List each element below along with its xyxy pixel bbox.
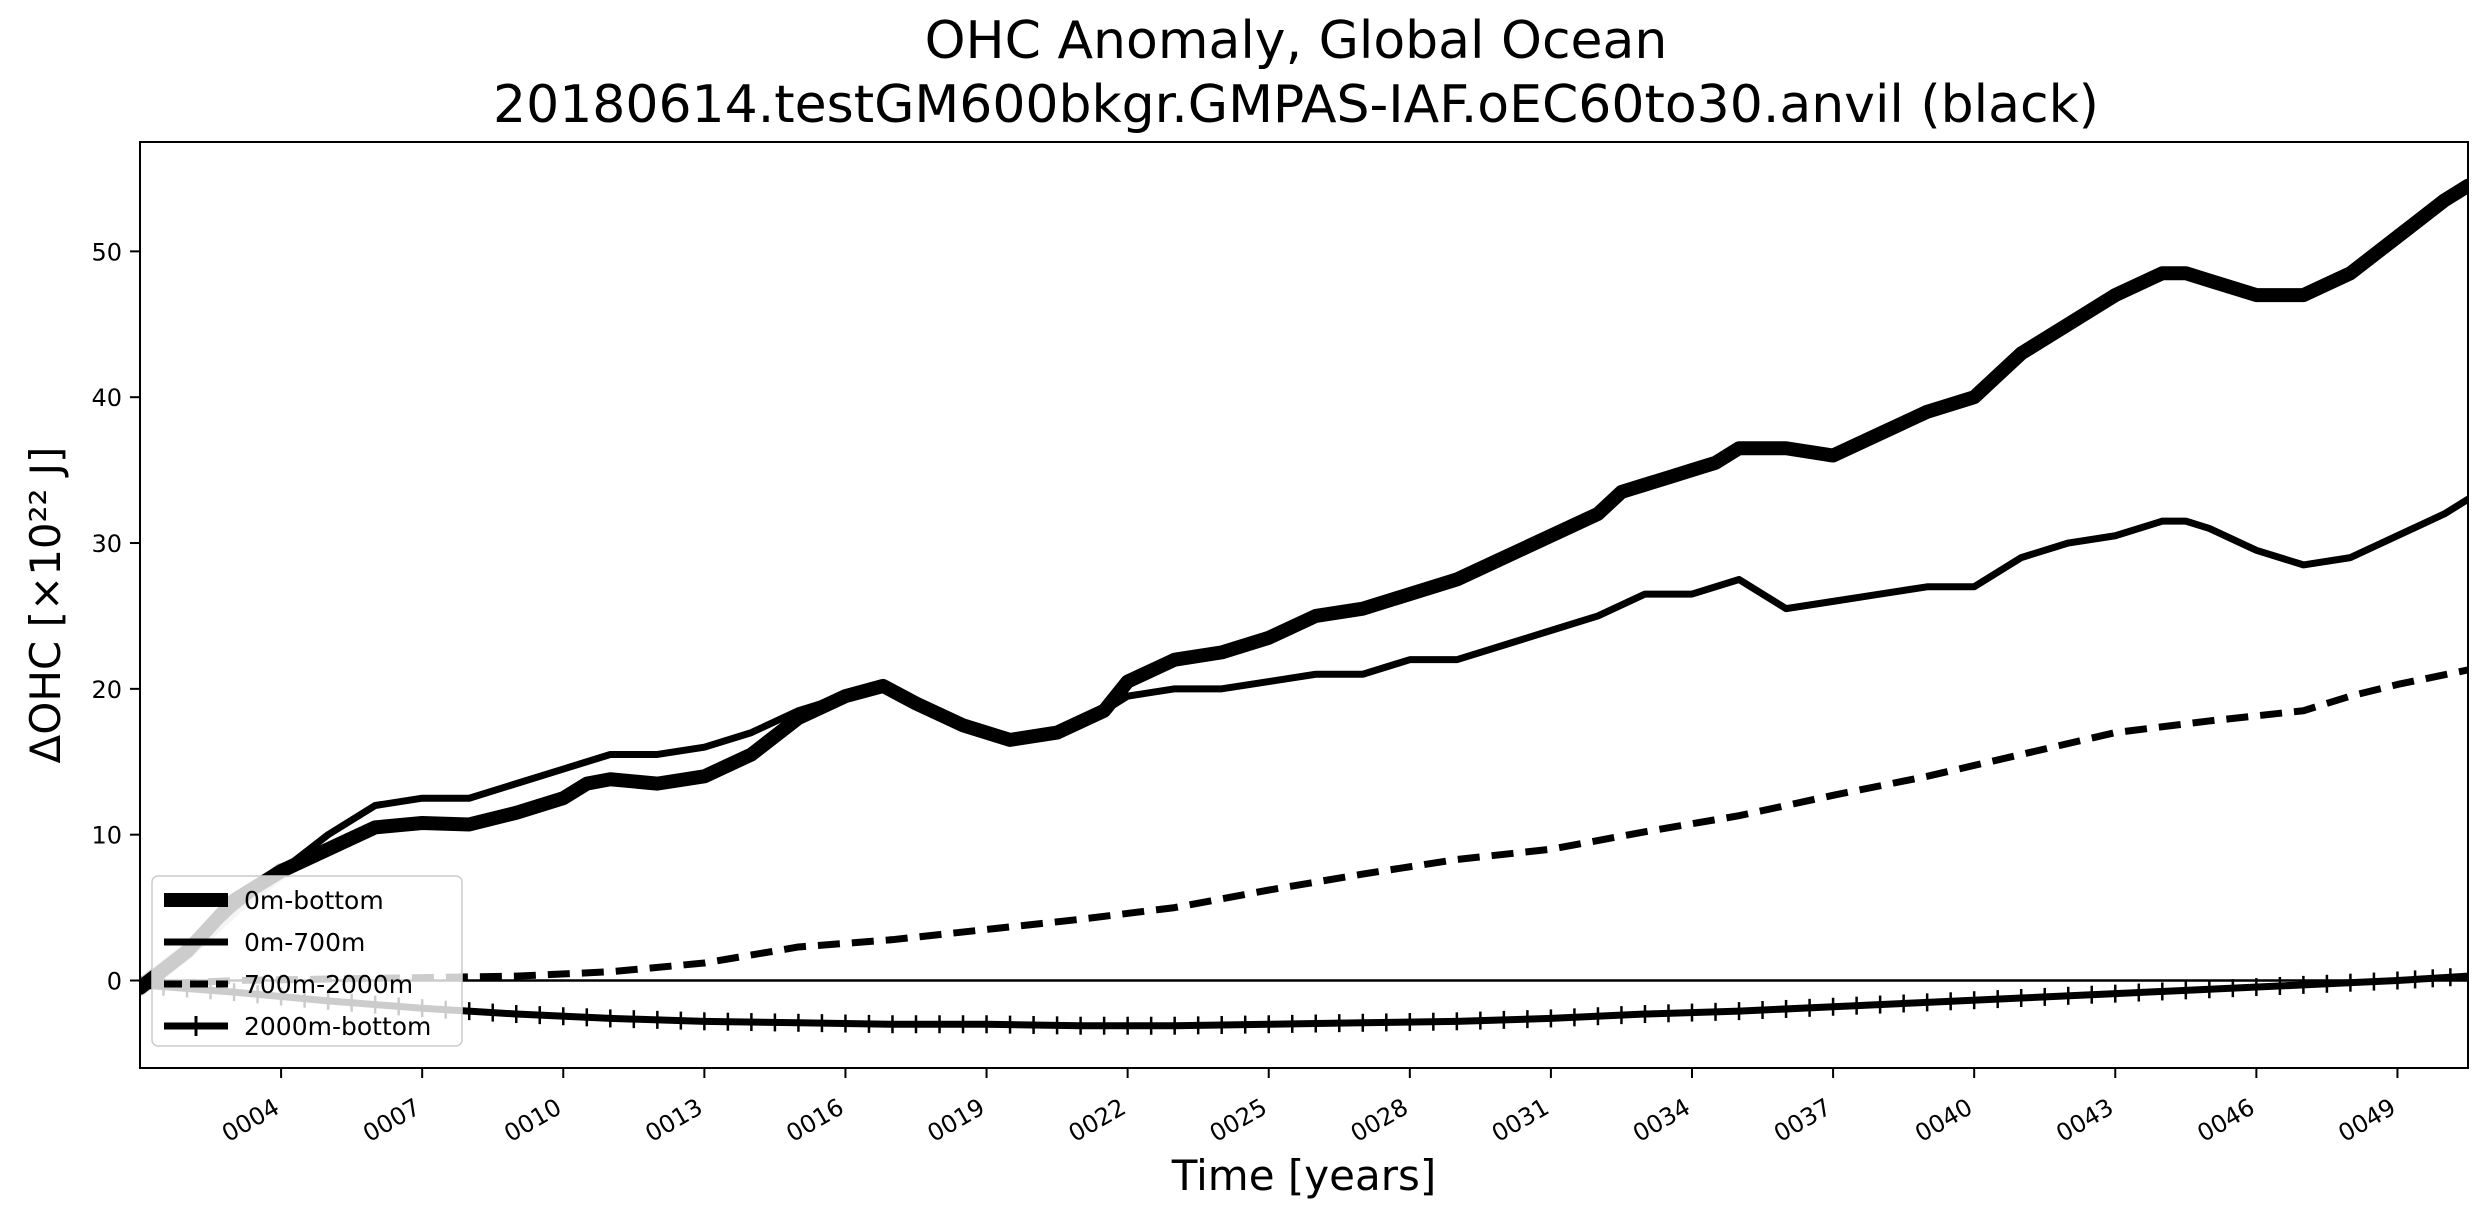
x-tick-label: 0040	[1910, 1093, 1977, 1148]
legend-box	[151, 875, 463, 1047]
legend-label-0m-bottom: 0m-bottom	[244, 886, 384, 915]
x-tick-label: 0037	[1769, 1093, 1836, 1148]
x-tick-label: 0004	[217, 1093, 284, 1148]
y-axis: 0 10 20 30 40 50	[91, 238, 140, 996]
series-line-0m-700m	[140, 495, 2468, 992]
plot-area	[139, 141, 2469, 1069]
x-tick-label: 0022	[1064, 1093, 1131, 1148]
x-tick-label: 0046	[2192, 1093, 2259, 1148]
y-tick-label: 20	[91, 676, 122, 704]
x-tick-label: 0028	[1346, 1093, 1413, 1148]
y-tick-label: 50	[91, 238, 122, 266]
x-tick-label: 0031	[1487, 1093, 1554, 1148]
legend-label-0m-700m: 0m-700m	[244, 928, 365, 957]
x-tick-label: 0016	[782, 1093, 849, 1148]
x-axis-label: Time [years]	[1171, 1151, 1437, 1200]
x-tick-label: 0010	[499, 1093, 566, 1148]
y-tick-label: 40	[91, 384, 122, 412]
y-tick-label: 30	[91, 530, 122, 558]
x-axis: 0004 0007 0010 0013 0016 0019 0022 0025 0028 0031…	[217, 1068, 2400, 1148]
y-tick-label: 10	[91, 822, 122, 850]
legend-label-700m-2000m: 700m-2000m	[244, 970, 413, 999]
legend-label-2000m-bottom: 2000m-bottom	[244, 1012, 431, 1041]
x-tick-label: 0007	[358, 1093, 425, 1148]
legend: 0m-bottom 0m-700m 700m-2000m 2000m-bottom	[151, 875, 463, 1047]
series-line-0m-bottom	[140, 178, 2468, 995]
series-layer	[140, 178, 2468, 1035]
x-tick-label: 0019	[923, 1093, 990, 1148]
x-tick-label: 0025	[1205, 1093, 1272, 1148]
plot-frame	[139, 141, 2469, 1069]
chart-title: OHC Anomaly, Global Ocean	[925, 11, 1668, 71]
x-tick-label: 0013	[640, 1093, 707, 1148]
series-line-700m-2000m	[140, 666, 2468, 989]
x-tick-label: 0034	[1628, 1093, 1695, 1148]
x-tick-label: 0043	[2051, 1093, 2118, 1148]
y-tick-label: 0	[107, 968, 122, 996]
chart-subtitle: 20180614.testGM600bkgr.GMPAS-IAF.oEC60to…	[493, 75, 2099, 135]
y-axis-label: ΔOHC [×10²² J]	[21, 447, 70, 764]
x-tick-label: 0049	[2334, 1093, 2401, 1148]
